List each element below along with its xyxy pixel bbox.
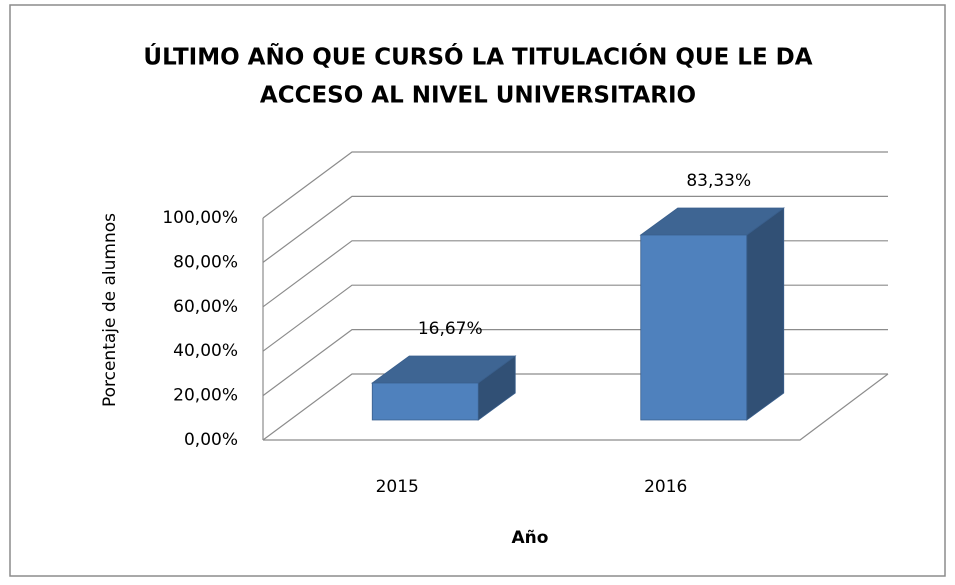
data-label: 83,33%	[686, 171, 751, 191]
chart-title: ÚLTIMO AÑO QUE CURSÓ LA TITULACIÓN QUE L…	[143, 43, 812, 71]
y-axis-title: Porcentaje de alumnos	[100, 213, 120, 407]
bar	[639, 207, 785, 421]
floor	[263, 373, 889, 441]
data-label: 16,67%	[418, 319, 483, 339]
x-tick-label: 2015	[376, 477, 419, 497]
x-tick-label: 2016	[644, 477, 687, 497]
y-tick-label: 20,00%	[173, 386, 238, 406]
y-tick-label: 100,00%	[162, 208, 238, 228]
x-axis-title: Año	[512, 528, 549, 548]
bar-front	[640, 234, 748, 421]
grid-line	[262, 151, 888, 219]
bar	[371, 355, 517, 421]
bar-front	[371, 382, 479, 421]
y-tick-label: 0,00%	[184, 430, 238, 450]
grid-line	[262, 195, 888, 263]
chart-border	[9, 4, 946, 577]
bar-side	[746, 207, 785, 421]
y-tick-label: 60,00%	[173, 297, 238, 317]
chart-title: ACCESO AL NIVEL UNIVERSITARIO	[260, 83, 696, 109]
y-tick-label: 80,00%	[173, 252, 238, 272]
y-tick-label: 40,00%	[173, 341, 238, 361]
